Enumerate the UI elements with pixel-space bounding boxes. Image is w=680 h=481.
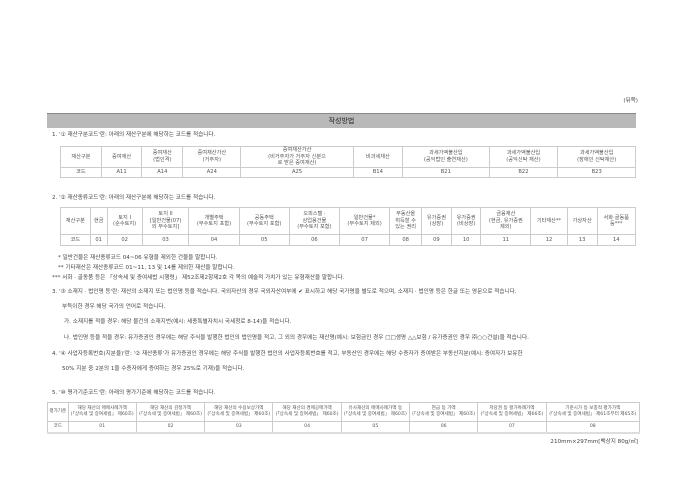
code-cell: 코드: [60, 234, 91, 246]
s3-line-1: 3. '③ 소재지 · 법인명 등'란: 재산의 소재지 또는 법인명 등을 적…: [52, 289, 517, 295]
header-cell: 해당 재산의 감정가액 (「상속세 및 증여세법」 제60조): [135, 402, 206, 422]
code-cell: A11: [100, 166, 143, 178]
code-cell: 03: [141, 234, 190, 246]
header-cell: 현금: [89, 207, 108, 235]
divider: [47, 432, 640, 434]
header-cell: 토지 I (순수토지): [106, 207, 143, 235]
s2-table: 재산구분 현금 토지 I (순수토지) 토지 II [일반건물(07) 외 부수토지]…: [60, 207, 637, 246]
header-cell: 증여재산: [100, 146, 143, 168]
header-cell: 유가증권 (상장): [421, 207, 452, 235]
header-cell: 가상자산: [566, 207, 598, 235]
s2-note-2: ** 기타재산은 재산종류코드 01~11, 13 및 14를 제외한 재산을 …: [58, 265, 235, 271]
code-cell: 01: [89, 234, 108, 246]
header-cell: 유사재산의 매매사례가액 등 (「상속세 및 증여세법」 제60조): [340, 402, 411, 422]
header-cell: 저당권 등 평가특례가액 (「상속세 및 증여세법」 제66조): [477, 402, 547, 422]
code-cell: 09: [421, 234, 452, 246]
code-cell: 06: [288, 234, 340, 246]
header-cell: 유가증권 (비상장): [450, 207, 482, 235]
s2-note-1: * 일반건물은 재산종류코드 04~06 유형을 제외한 건물을 말합니다.: [58, 255, 218, 261]
page-side-label: (뒤쪽): [623, 98, 638, 104]
s5-table: 평가기준 해당 재산의 매매사례가액 (「상속세 및 증여세법」 제60조) 해당 …: [47, 402, 641, 434]
s3-line-4: 나. 법인명 등을 적을 경우: 유가증권인 경우에는 해당 주식을 발행한 법…: [64, 335, 529, 341]
header-cell: 재산구분: [60, 207, 91, 235]
header-cell: 해당 재산의 매매사례가액 (「상속세 및 증여세법」 제60조): [67, 402, 137, 422]
header-cell: 현금 등 가액 (「상속세 및 증여세법」 제60조): [408, 402, 479, 422]
header-cell: 과세가액불산입 (장애인 신탁재산): [557, 146, 636, 168]
header-cell: 평가기준: [47, 402, 69, 422]
section-title: 작성방법: [47, 113, 636, 128]
code-cell: 08: [389, 234, 423, 246]
s3-line-2: 부득이한 경우 해당 국가의 언어로 적습니다.: [62, 304, 166, 310]
s1-text: 1. '① 재산구분코드'란: 아래의 재산구분에 해당하는 코드를 적습니다.: [52, 132, 216, 138]
header-cell: 기타재산**: [530, 207, 568, 235]
s4-line-2: 50% 지분 중 2분의 1을 수증자에게 증여하는 경우 25%로 기재)을 …: [62, 366, 245, 372]
header-cell: 오피스텔 · 상업용건물 (부수토지 포함): [288, 207, 340, 235]
header-cell: 해당 재산의 경매공매가액 (「상속세 및 증여세법」 제60조): [272, 402, 342, 422]
s3-line-3: 가. 소재지를 적을 경우: 해당 물건의 소재지번(예시: 세종특별자치시 국…: [64, 319, 292, 325]
code-row: 코드 01 02 03 04 05 06 07 08 09 10 11 12 13 14: [60, 234, 637, 246]
code-row: 코드 A11 A14 A24 A25 B14 B21 B22 B23: [60, 166, 636, 178]
code-cell: 14: [596, 234, 637, 246]
header-cell: 부동산을 취득할 수 있는 권리: [389, 207, 423, 235]
s2-note-3: *** 서화 · 골동품 등은 「상속세 및 증여세법 시행령」 제52조제2항…: [52, 275, 345, 281]
header-cell: 토지 II [일반건물(07) 외 부수토지]: [141, 207, 190, 235]
code-cell: 11: [480, 234, 532, 246]
header-cell: 증여재산가산 (거주자): [182, 146, 242, 168]
header-cell: 일반건물* (부수토지 제외): [338, 207, 391, 235]
code-cell: 12: [530, 234, 568, 246]
header-cell: 증여재산가산 (비거주자가 거주자 신분으 로 받은 증여재산): [240, 146, 354, 168]
code-cell: 코드: [60, 166, 102, 178]
header-cell: 재산구분: [60, 146, 102, 168]
code-cell: B21: [402, 166, 490, 178]
code-cell: A14: [141, 166, 184, 178]
header-cell: 서화·골동품 등***: [596, 207, 637, 235]
code-cell: B14: [352, 166, 404, 178]
header-cell: 기준시가 등 보충적 평가가액 (「상속세 및 증여세법」 제61조부터 제65…: [545, 402, 641, 422]
header-cell: 개별주택 (부수토지 포함): [188, 207, 240, 235]
header-cell: 과세가액불산입 (공익신탁 재산): [488, 146, 559, 168]
header-row: 재산구분 현금 토지 I (순수토지) 토지 II [일반건물(07) 외 부수토지]…: [60, 207, 637, 235]
code-cell: 10: [450, 234, 482, 246]
paper-size: 210mm×297mm[백상지 80g/㎡]: [550, 439, 638, 445]
code-cell: A24: [182, 166, 242, 178]
code-cell: 07: [338, 234, 391, 246]
s1-table: 재산구분 증여재산 증여재산 (법인격) 증여재산가산 (거주자) 증여재산가산 (비거…: [60, 146, 636, 178]
code-cell: 02: [106, 234, 143, 246]
header-cell: 금융재산 (현금, 유가증권 제외): [480, 207, 532, 235]
code-cell: A25: [240, 166, 354, 178]
code-cell: B22: [488, 166, 559, 178]
header-cell: 공동주택 (부수토지 포함): [238, 207, 290, 235]
code-cell: 13: [566, 234, 598, 246]
s2-text: 2. '② 재산종류코드'란: 아래의 재산구분에 해당하는 코드를 적습니다.: [52, 195, 216, 201]
s5-text: 5. '⑩ 평가기준코드'란: 아래의 평가기준에 해당하는 코드를 적습니다.: [52, 390, 216, 396]
code-cell: 04: [188, 234, 240, 246]
s4-line-1: 4. '④ 사업자등록번호(지분율)'란: '② 재산종류'가 유가증권인 경우…: [52, 351, 523, 357]
header-cell: 비과세재산: [352, 146, 404, 168]
code-cell: 05: [238, 234, 290, 246]
header-row: 평가기준 해당 재산의 매매사례가액 (「상속세 및 증여세법」 제60조) 해당 …: [47, 402, 641, 422]
header-row: 재산구분 증여재산 증여재산 (법인격) 증여재산가산 (거주자) 증여재산가산 (비거…: [60, 146, 636, 168]
header-cell: 증여재산 (법인격): [141, 146, 184, 168]
code-cell: B23: [557, 166, 636, 178]
header-cell: 해당 재산의 수용보상가액 (「상속세 및 증여세법」 제60조): [204, 402, 274, 422]
header-cell: 과세가액불산입 (공익법인 출연재산): [402, 146, 490, 168]
